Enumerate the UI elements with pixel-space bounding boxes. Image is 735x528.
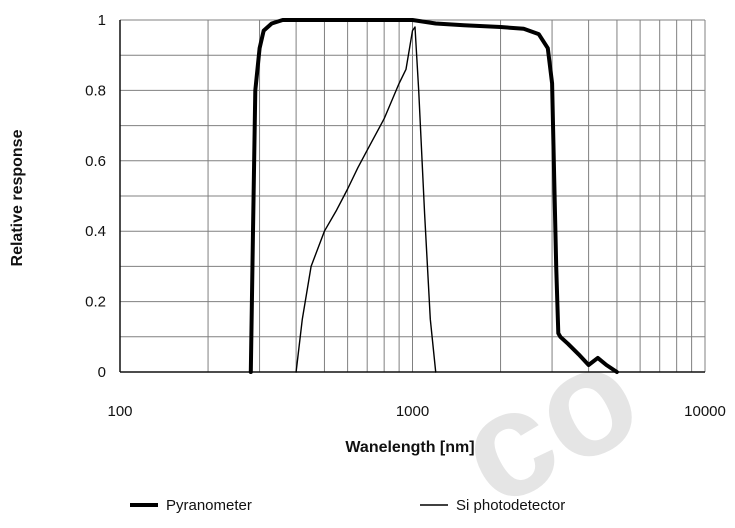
legend: Pyranometer Si photodetector xyxy=(130,497,565,514)
grid-lines xyxy=(119,19,706,373)
legend-label-si-photodetector: Si photodetector xyxy=(456,497,565,514)
y-tick-label: 1 xyxy=(98,12,106,29)
series-line-si-photodetector xyxy=(295,26,437,373)
x-tick-labels: 100 1000 10000 xyxy=(107,403,725,420)
x-tick-label: 1000 xyxy=(396,403,429,420)
y-tick-label: 0.4 xyxy=(85,223,106,240)
y-tick-label: 0 xyxy=(98,364,106,381)
series-layer xyxy=(248,18,619,374)
y-tick-label: 0.8 xyxy=(85,82,106,99)
watermark: co xyxy=(431,308,664,528)
axes xyxy=(119,20,705,373)
x-tick-label: 100 xyxy=(107,403,132,420)
y-axis-title: Relative response xyxy=(9,129,26,266)
y-tick-label: 0.2 xyxy=(85,294,106,311)
x-tick-label: 10000 xyxy=(684,403,726,420)
y-tick-label: 0.6 xyxy=(85,153,106,170)
y-tick-labels: 0 0.2 0.4 0.6 0.8 1 xyxy=(85,12,106,381)
legend-label-pyranometer: Pyranometer xyxy=(166,497,252,514)
series-line-pyranometer xyxy=(248,18,619,374)
x-axis-title: Wanelength [nm] xyxy=(345,439,474,456)
